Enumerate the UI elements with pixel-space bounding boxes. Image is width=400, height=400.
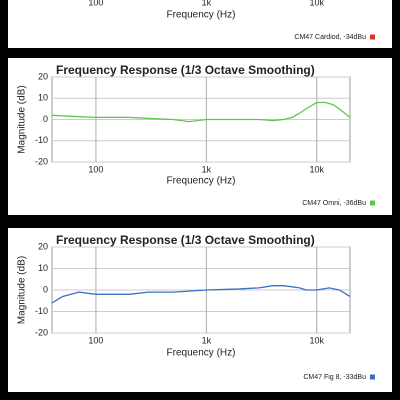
x-axis-label: Frequency (Hz) — [167, 348, 236, 359]
y-tick-label: 20 — [38, 71, 48, 81]
x-tick-label: 100 — [88, 0, 103, 7]
y-tick-label: -10 — [35, 306, 48, 316]
y-axis-label: Magnitude (dB) — [17, 256, 28, 324]
x-tick-label: 1k — [202, 335, 212, 345]
x-tick-label: 100 — [88, 164, 103, 174]
x-axis-label: Frequency (Hz) — [167, 176, 236, 187]
legend-label: CM47 Cardiod, -34dBu — [294, 34, 366, 41]
panel — [8, 0, 392, 48]
x-axis-label: Frequency (Hz) — [167, 10, 236, 21]
legend-swatch — [370, 374, 375, 380]
x-tick-label: 10k — [310, 0, 325, 7]
chart-title: Frequency Response (1/3 Octave Smoothing… — [56, 63, 315, 77]
x-tick-label: 1k — [202, 0, 212, 7]
y-tick-label: 0 — [43, 284, 48, 294]
y-tick-label: 10 — [38, 263, 48, 273]
legend-swatch — [370, 200, 375, 206]
legend-label: CM47 Fig 8, -33dBu — [303, 374, 366, 381]
y-tick-label: 10 — [38, 93, 48, 103]
chart-title: Frequency Response (1/3 Octave Smoothing… — [56, 233, 315, 247]
data-line — [51, 101, 351, 123]
y-tick-label: 0 — [43, 114, 48, 124]
legend-label: CM47 Omni, -36dBu — [302, 200, 366, 207]
legend-swatch — [370, 34, 375, 40]
x-tick-label: 10k — [310, 335, 325, 345]
y-tick-label: -20 — [35, 327, 48, 337]
y-axis-label: Magnitude (dB) — [17, 85, 28, 153]
x-tick-label: 100 — [88, 335, 103, 345]
y-tick-label: 20 — [38, 241, 48, 251]
y-tick-label: -10 — [35, 135, 48, 145]
y-tick-label: -20 — [35, 156, 48, 166]
data-line — [51, 285, 351, 304]
x-tick-label: 10k — [310, 164, 325, 174]
x-tick-label: 1k — [202, 164, 212, 174]
